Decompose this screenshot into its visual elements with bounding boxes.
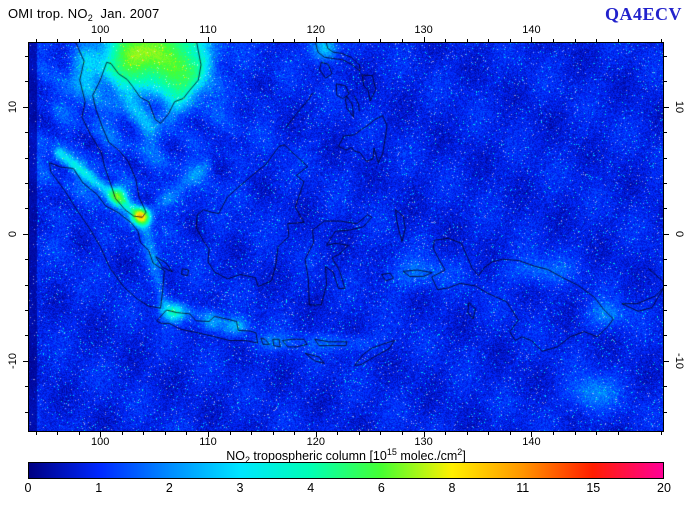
colorbar-tick-label: 6 <box>377 481 385 495</box>
map-area <box>28 42 664 432</box>
title-date: Jan. 2007 <box>92 6 160 21</box>
y-major-tick <box>664 106 669 108</box>
x-minor-tick <box>402 432 404 435</box>
x-major-tick <box>315 432 317 437</box>
x-minor-tick <box>596 432 598 435</box>
x-minor-tick <box>488 432 490 435</box>
x-minor-tick <box>617 432 619 435</box>
y-axis-label-right: 10 <box>673 100 685 113</box>
title-subscript: 2 <box>87 13 93 23</box>
x-minor-tick <box>78 432 80 435</box>
x-minor-tick <box>272 432 274 435</box>
colorbar-tick-label: 11 <box>516 481 530 495</box>
colorbar <box>28 462 664 479</box>
y-minor-tick <box>664 284 667 286</box>
colorbar-tick-label: 2 <box>165 481 173 495</box>
y-minor-tick <box>664 208 667 210</box>
x-axis-label-top: 110 <box>199 24 217 36</box>
x-minor-tick <box>294 432 296 435</box>
y-minor-tick <box>664 310 667 312</box>
x-axis-label-top: 140 <box>522 24 541 36</box>
x-minor-tick <box>229 432 231 435</box>
colorbar-title: NO2 tropospheric column [1015 molec./cm2… <box>226 447 466 465</box>
y-minor-tick <box>664 183 667 184</box>
colorbar-tick-label: 4 <box>307 481 315 495</box>
x-minor-tick <box>164 432 166 435</box>
x-major-tick <box>100 432 102 437</box>
y-minor-tick <box>664 157 667 159</box>
x-minor-tick <box>143 432 145 435</box>
figure-title: OMI trop. NO2 Jan. 2007 <box>8 6 159 23</box>
colorbar-tick-label: 20 <box>657 481 671 495</box>
x-axis-label-top: 100 <box>91 24 110 36</box>
x-minor-tick <box>552 432 554 435</box>
colorbar-tick-label: 15 <box>586 481 601 495</box>
x-minor-tick <box>337 432 339 435</box>
x-minor-tick <box>660 432 662 435</box>
y-minor-tick <box>664 55 667 57</box>
x-minor-tick <box>509 432 511 435</box>
x-major-tick <box>423 432 425 437</box>
colorbar-tick-label: 1 <box>95 481 103 495</box>
y-minor-tick <box>664 386 667 388</box>
x-minor-tick <box>358 432 360 435</box>
y-axis-label-left: -10 <box>7 352 19 369</box>
brand-logo: QA4ECV <box>604 4 682 24</box>
y-axis-label-left: 0 <box>7 230 19 237</box>
y-major-tick <box>664 233 669 235</box>
y-minor-tick <box>664 132 667 134</box>
y-minor-tick <box>664 259 667 261</box>
colorbar-tick-label: 3 <box>236 481 244 495</box>
y-minor-tick <box>664 335 667 337</box>
y-major-tick <box>664 360 669 362</box>
y-axis-label-right: -10 <box>673 352 685 369</box>
x-minor-tick <box>186 432 188 435</box>
y-minor-tick <box>664 81 667 83</box>
x-minor-tick <box>57 432 59 435</box>
colorbar-tick-label: 0 <box>24 481 32 495</box>
y-minor-tick <box>664 411 667 413</box>
x-axis-label-top: 130 <box>414 24 433 36</box>
x-minor-tick <box>466 432 468 435</box>
y-axis-label-right: 0 <box>673 230 685 237</box>
x-minor-tick <box>574 432 576 435</box>
x-minor-tick <box>35 432 37 435</box>
map-canvas <box>28 42 664 432</box>
y-axis-label-left: 10 <box>7 100 19 113</box>
x-major-tick <box>208 432 210 437</box>
colorbar-tick-label: 8 <box>448 481 456 495</box>
colorbar-labels: 0 1 2 3 4 6 8 11 15 20 <box>24 481 671 496</box>
x-minor-tick <box>121 432 123 435</box>
x-minor-tick <box>251 432 253 435</box>
title-text: OMI trop. NO <box>8 6 88 21</box>
x-major-tick <box>531 432 533 437</box>
x-minor-tick <box>380 432 382 435</box>
x-minor-tick <box>445 432 447 435</box>
x-axis-label-top: 120 <box>306 24 325 36</box>
